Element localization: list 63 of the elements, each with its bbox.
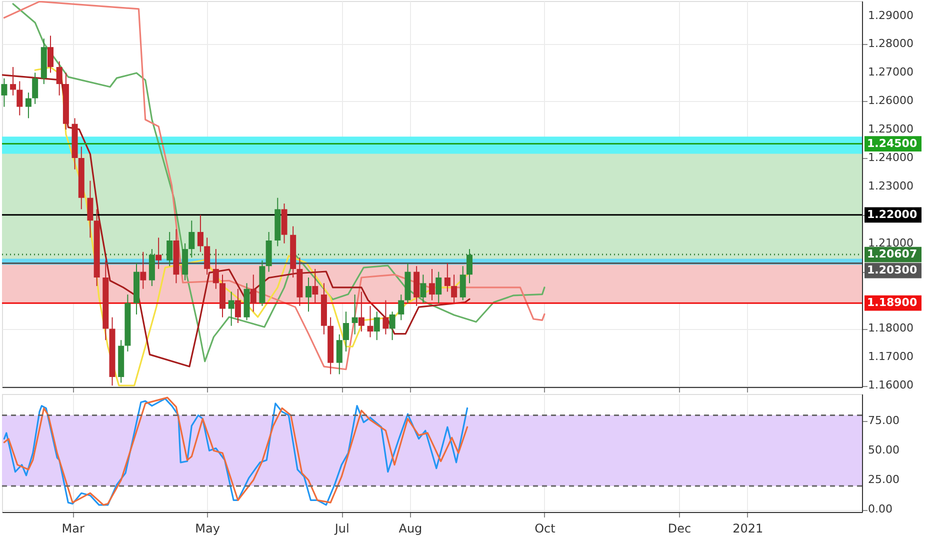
candlestick [56,60,62,96]
x-tick-label: May [195,522,220,536]
x-tick-label: 2021 [732,522,764,536]
candlestick [312,268,318,304]
candlestick [10,66,16,96]
candlestick [166,231,173,267]
x-tick-label: Aug [398,522,422,536]
candlestick [352,294,358,335]
candlestick [87,180,94,238]
x-tick-label: Mar [62,522,84,536]
candlestick [25,92,32,119]
y-tick-label: 1.18000 [868,322,914,335]
ref-line-label: 1.18900 [867,296,918,310]
candlestick [460,266,466,301]
y-tick-label: 50.00 [868,444,900,457]
candlestick [234,288,241,324]
candlestick [197,214,204,252]
y-tick-label: 1.27000 [868,66,914,79]
x-tick-label: Oct [534,522,556,536]
y-tick-label: 0.00 [868,502,892,516]
y-tick-label: 25.00 [868,473,900,486]
candlestick [250,274,256,312]
candlestick [444,262,450,292]
candlestick [16,80,23,116]
y-tick-label: 1.23000 [868,179,914,192]
y-tick-label: 1.21000 [868,236,914,250]
x-tick-label: Dec [668,522,692,536]
candlestick [204,237,210,276]
candlestick [429,268,435,301]
candlestick [451,274,458,304]
candlestick [140,251,146,290]
candlestick [32,72,38,104]
candlestick [389,311,396,341]
candlestick [188,220,195,258]
y-tick-label: 1.16000 [868,378,914,392]
ref-line-label: 1.24500 [867,136,918,150]
ref-line-label: 1.22000 [867,208,918,221]
candlestick [1,78,8,108]
candlestick [382,300,389,335]
y-tick-label: 1.29000 [868,8,914,22]
y-tick-label: 1.24000 [868,151,914,164]
candlestick [306,276,312,312]
candlestick [156,237,162,270]
y-tick-label: 1.28000 [868,37,914,50]
candlestick [48,35,54,74]
candlestick [367,305,374,338]
candlestick [436,271,442,304]
candlestick [228,291,234,326]
candlestick [398,294,404,321]
ref-line-label: 1.20607 [867,248,918,261]
candlestick [466,248,472,284]
y-tick-label: 1.17000 [868,350,914,364]
candlestick [212,248,219,290]
y-tick-label: 1.25000 [868,122,914,136]
candlestick [374,311,380,341]
ref-line-label: 1.20300 [867,264,918,277]
x-tick-label: Jul [334,522,350,536]
candlestick [343,311,349,352]
candlestick [358,291,364,332]
candlestick [336,334,342,375]
y-tick-label: 75.00 [868,414,900,428]
y-tick-label: 1.26000 [868,94,914,108]
candlestick [420,274,426,304]
